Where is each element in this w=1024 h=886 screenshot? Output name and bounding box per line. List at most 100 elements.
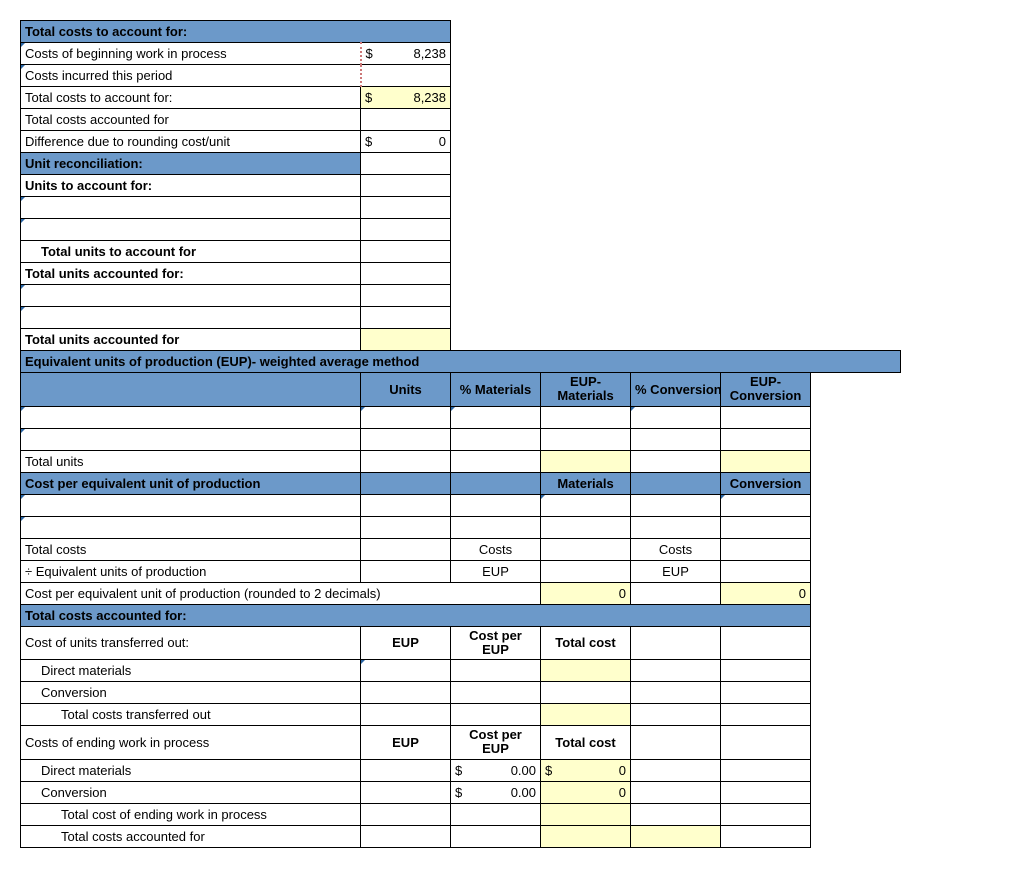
cell-costs-incurred-val[interactable]: [361, 65, 451, 87]
row-costs-begin-wip[interactable]: Costs of beginning work in process: [21, 43, 361, 65]
cell-total-units-units[interactable]: [361, 450, 451, 472]
cpe-row-2-label[interactable]: [21, 516, 361, 538]
section-total-costs-accounted: Total costs accounted for:: [21, 604, 811, 626]
cell-input-4-val[interactable]: [361, 307, 451, 329]
eup-row-1-eupconv[interactable]: [721, 406, 811, 428]
cell-conv1-total[interactable]: [541, 682, 631, 704]
cell-total-units-eupconv: [721, 450, 811, 472]
col-materials: Materials: [541, 472, 631, 494]
cpe-row-2-mat[interactable]: [541, 516, 631, 538]
eup-row-1-pctconv[interactable]: [631, 406, 721, 428]
cell-rounding-diff: $0: [361, 131, 451, 153]
row-direct-materials-2: Direct materials: [21, 759, 361, 781]
cell-dm1-cpe[interactable]: [451, 660, 541, 682]
cell-cpe-mat: 0: [541, 582, 631, 604]
worksheet-table: Total costs to account for: Costs of beg…: [20, 20, 901, 848]
cell-final-total: [541, 825, 631, 847]
cell-conv2-eup[interactable]: [361, 781, 451, 803]
cell-conv1-eup[interactable]: [361, 682, 451, 704]
row-total-costs-accounted: Total costs accounted for: [21, 109, 361, 131]
cell-input-1[interactable]: [21, 197, 361, 219]
cell-input-2[interactable]: [21, 219, 361, 241]
row-direct-materials-1: Direct materials: [21, 660, 361, 682]
col-eup-materials: EUP- Materials: [541, 373, 631, 407]
row-cost-per-eup-round: Cost per equivalent unit of production (…: [21, 582, 541, 604]
cell-total-ending-wip: [541, 803, 631, 825]
cell-dm1-total: [541, 660, 631, 682]
col-total-cost-2: Total cost: [541, 726, 631, 760]
cell-input-3-val[interactable]: [361, 285, 451, 307]
col-eup-2: EUP: [361, 726, 451, 760]
row-conversion-2: Conversion: [21, 781, 361, 803]
row-total-cost-ending-wip: Total cost of ending work in process: [21, 803, 361, 825]
cell-total-costs-mat[interactable]: [541, 538, 631, 560]
cell-total-units-accounted-val: [361, 329, 451, 351]
cpe-row-1-mat[interactable]: [541, 494, 631, 516]
section-unit-reconciliation: Unit reconciliation:: [21, 153, 361, 175]
cell-input-2-val[interactable]: [361, 219, 451, 241]
eup-row-2-pctmat[interactable]: [451, 428, 541, 450]
col-conversion: Conversion: [721, 472, 811, 494]
section-cost-per-eup: Cost per equivalent unit of production: [21, 472, 361, 494]
col-eup-1: EUP: [361, 626, 451, 660]
row-costs-ending-wip: Costs of ending work in process: [21, 726, 361, 760]
eup-row-2-label[interactable]: [21, 428, 361, 450]
row-total-units-to-account: Total units to account for: [21, 241, 361, 263]
cell-input-4[interactable]: [21, 307, 361, 329]
cell-dm2-total: $0: [541, 759, 631, 781]
eup-row-2-units[interactable]: [361, 428, 451, 450]
eup-row-1-eupmat[interactable]: [541, 406, 631, 428]
cell-costs-begin-wip-val[interactable]: $8,238: [361, 43, 451, 65]
section-total-costs: Total costs to account for:: [21, 21, 451, 43]
cell-total-costs-accounted[interactable]: [361, 109, 451, 131]
row-total-units-accounted: Total units accounted for: [21, 329, 361, 351]
col-total-cost-1: Total cost: [541, 626, 631, 660]
cell-plus-eup-mat[interactable]: [541, 560, 631, 582]
row-cost-transferred-out: Cost of units transferred out:: [21, 626, 361, 660]
eup-row-2-pctconv[interactable]: [631, 428, 721, 450]
cell-total-units-eupmat: [541, 450, 631, 472]
cell-dm1-eup[interactable]: [361, 660, 451, 682]
cell-cpe-conv: 0: [721, 582, 811, 604]
eup-row-1-pctmat[interactable]: [451, 406, 541, 428]
col-pct-conversion: % Conversion: [631, 373, 721, 407]
cpe-row-1-conv[interactable]: [721, 494, 811, 516]
col-cost-per-eup-2: Cost per EUP: [451, 726, 541, 760]
row-total-units-accounted-for: Total units accounted for:: [21, 263, 361, 285]
cell-total-transferred: [541, 704, 631, 726]
cpe-row-2-conv[interactable]: [721, 516, 811, 538]
cell-total-costs-conv[interactable]: [721, 538, 811, 560]
row-total-costs: Total costs: [21, 538, 361, 560]
label-eup-2: EUP: [631, 560, 721, 582]
cell-total-units-to-account[interactable]: [361, 241, 451, 263]
row-units-to-account: Units to account for:: [21, 175, 361, 197]
row-rounding-diff: Difference due to rounding cost/unit: [21, 131, 361, 153]
eup-row-1-label[interactable]: [21, 406, 361, 428]
eup-row-2-eupconv[interactable]: [721, 428, 811, 450]
cell-conv2-total: 0: [541, 781, 631, 803]
cpe-row-1-label[interactable]: [21, 494, 361, 516]
row-total-units: Total units: [21, 450, 361, 472]
label-eup-1: EUP: [451, 560, 541, 582]
row-total-costs-to-account: Total costs to account for:: [21, 87, 361, 109]
cell-total-costs-to-account: $8,238: [361, 87, 451, 109]
cell-dm2-eup[interactable]: [361, 759, 451, 781]
cell-input-1-val[interactable]: [361, 197, 451, 219]
cell-conv1-cpe[interactable]: [451, 682, 541, 704]
cell-dm2-cpe: $0.00: [451, 759, 541, 781]
row-costs-incurred[interactable]: Costs incurred this period: [21, 65, 361, 87]
cell-input-3[interactable]: [21, 285, 361, 307]
row-final-total-costs-accounted: Total costs accounted for: [21, 825, 361, 847]
row-total-costs-transferred: Total costs transferred out: [21, 704, 361, 726]
eup-row-1-units[interactable]: [361, 406, 451, 428]
cell-conv2-cpe: $0.00: [451, 781, 541, 803]
col-units: Units: [361, 373, 451, 407]
col-pct-materials: % Materials: [451, 373, 541, 407]
label-costs-1: Costs: [451, 538, 541, 560]
cell-plus-eup-conv[interactable]: [721, 560, 811, 582]
col-cost-per-eup-1: Cost per EUP: [451, 626, 541, 660]
col-eup-conversion: EUP- Conversion: [721, 373, 811, 407]
eup-row-2-eupmat[interactable]: [541, 428, 631, 450]
label-costs-2: Costs: [631, 538, 721, 560]
row-plus-eup: ÷ Equivalent units of production: [21, 560, 361, 582]
